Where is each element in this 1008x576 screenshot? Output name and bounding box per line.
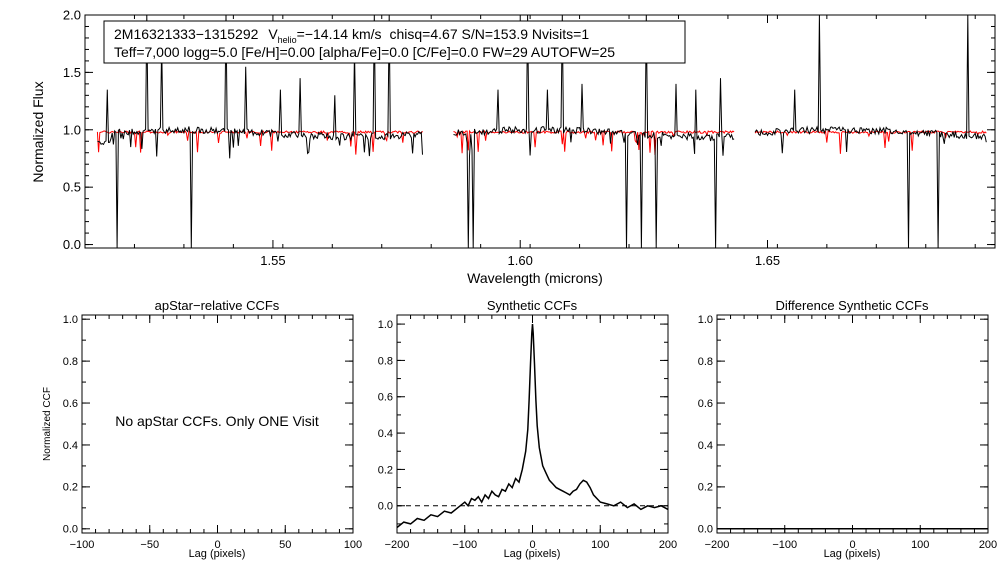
model-chip-2 <box>754 130 987 154</box>
annotation-box <box>103 20 686 64</box>
difference-ccf-panel: −200 −100 0 100 200 0.0 0.2 0.4 0.6 0.8 1.0 Differ… <box>698 298 997 560</box>
x-tick-label: −100 <box>70 539 95 551</box>
apstar-ccf-panel: −100 −50 0 50 100 0.0 0.2 0.4 0.6 0.8 1.0 apStar−r… <box>42 298 362 560</box>
y-tick-label: 0.0 <box>698 524 713 536</box>
y-tick-label: 0.6 <box>378 392 393 404</box>
x-tick-label: −100 <box>452 539 477 551</box>
x-tick-label: 1.60 <box>508 253 533 268</box>
y-tick-label: 1.0 <box>378 319 393 331</box>
x-tick-label: 1.55 <box>260 253 285 268</box>
annotation-line-2: Teff=7,000 logg=5.0 [Fe/H]=0.00 [alpha/F… <box>114 44 615 60</box>
model-chip-0 <box>96 129 423 155</box>
y-tick-label: 0.4 <box>698 440 713 452</box>
x-tick-label: 200 <box>979 539 997 551</box>
x-tick-label: −200 <box>385 539 410 551</box>
spectrum-frame <box>84 14 996 249</box>
y-tick-label: 0.2 <box>63 482 78 494</box>
y-tick-label: 0.8 <box>698 356 713 368</box>
apstar-ticks: −100 −50 0 50 100 0.0 0.2 0.4 0.6 0.8 1.0 <box>63 314 362 551</box>
observed-spectrum-line <box>97 14 987 249</box>
y-tick-label: 0.0 <box>63 524 78 536</box>
y-tick-label: 1.0 <box>63 314 78 326</box>
y-tick-label: 0.0 <box>378 501 393 513</box>
y-tick-label: 0.0 <box>63 237 81 252</box>
x-tick-label: 50 <box>279 539 291 551</box>
difference-title: Difference Synthetic CCFs <box>776 298 929 313</box>
synthetic-ccf-line <box>396 324 669 529</box>
difference-ticks: −200 −100 0 100 200 0.0 0.2 0.4 0.6 0.8 1.0 <box>698 314 997 551</box>
synthetic-ticks: −200 −100 0 100 200 0.0 0.2 0.4 0.6 0.8 1.0 <box>378 315 677 551</box>
y-tick-label: 0.6 <box>698 398 713 410</box>
spectrum-ticks: 1.55 1.60 1.65 0.0 0.5 1.0 1.5 2.0 <box>63 8 995 268</box>
apstar-title: apStar−relative CCFs <box>155 298 280 313</box>
x-tick-label: 200 <box>659 539 677 551</box>
x-tick-label: 100 <box>591 539 609 551</box>
annotation-line-1: 2M16321333−1315292 Vhelio=−14.14 km/s chi… <box>114 26 589 45</box>
y-tick-label: 1.5 <box>63 65 81 80</box>
x-tick-label: 0 <box>529 539 535 551</box>
y-tick-label: 1.0 <box>698 314 713 326</box>
observed-chip-0 <box>97 14 423 249</box>
synthetic-ccf-panel: −200 −100 0 100 200 0.0 0.2 0.4 0.6 0.8 1.0 Synthe… <box>378 298 677 560</box>
y-tick-label: 0.8 <box>63 356 78 368</box>
x-tick-label: −200 <box>705 539 730 551</box>
y-tick-label: 1.0 <box>63 122 81 137</box>
y-tick-label: 0.8 <box>378 355 393 367</box>
apstar-message: No apStar CCFs. Only ONE Visit <box>115 413 319 429</box>
y-tick-label: 0.2 <box>698 482 713 494</box>
y-tick-label: 0.6 <box>63 398 78 410</box>
observed-chip-2 <box>754 14 987 249</box>
difference-xlabel: Lag (pixels) <box>824 548 881 560</box>
y-tick-label: 2.0 <box>63 8 81 23</box>
y-tick-label: 0.4 <box>63 440 78 452</box>
apstar-xlabel: Lag (pixels) <box>189 548 246 560</box>
synthetic-frame <box>396 314 669 534</box>
x-tick-label: −100 <box>772 539 797 551</box>
model-chip-1 <box>453 129 735 156</box>
apstar-ylabel: Normalized CCF <box>42 387 53 461</box>
difference-frame <box>716 314 989 534</box>
spectrum-panel: 1.55 1.60 1.65 0.0 0.5 1.0 1.5 2.0 2M16321333−1… <box>30 8 996 286</box>
spectrum-ylabel: Normalized Flux <box>30 81 46 182</box>
x-tick-label: 100 <box>911 539 929 551</box>
x-tick-label: 100 <box>344 539 362 551</box>
x-tick-label: 1.65 <box>755 253 780 268</box>
y-tick-label: 0.4 <box>378 428 393 440</box>
spectrum-xlabel: Wavelength (microns) <box>467 270 603 286</box>
x-tick-label: 0 <box>849 539 855 551</box>
x-tick-label: 0 <box>214 539 220 551</box>
y-tick-label: 0.2 <box>378 464 393 476</box>
observed-chip-1 <box>453 14 735 249</box>
synthetic-xlabel: Lag (pixels) <box>504 548 561 560</box>
x-tick-label: −50 <box>140 539 159 551</box>
synthetic-title: Synthetic CCFs <box>487 298 578 313</box>
y-tick-label: 0.5 <box>63 180 81 195</box>
